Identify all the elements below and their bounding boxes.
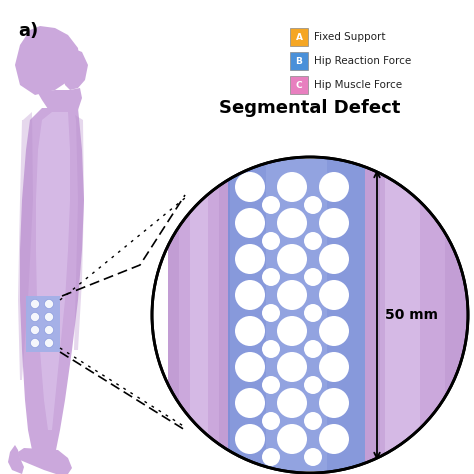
Circle shape: [277, 172, 307, 202]
FancyBboxPatch shape: [168, 159, 179, 471]
Polygon shape: [18, 448, 72, 474]
Text: A: A: [295, 33, 302, 42]
Circle shape: [30, 326, 39, 335]
Polygon shape: [20, 108, 84, 455]
Circle shape: [235, 424, 265, 454]
Bar: [365, 159, 385, 471]
Circle shape: [277, 208, 307, 238]
FancyBboxPatch shape: [168, 159, 230, 471]
Circle shape: [304, 448, 322, 466]
Circle shape: [262, 196, 280, 214]
Bar: [290, 76, 308, 94]
Bar: [445, 159, 470, 471]
Circle shape: [45, 326, 54, 335]
Circle shape: [235, 388, 265, 418]
Text: 50 mm: 50 mm: [385, 308, 438, 322]
Circle shape: [45, 338, 54, 347]
Circle shape: [304, 196, 322, 214]
FancyBboxPatch shape: [191, 159, 208, 471]
Polygon shape: [35, 88, 82, 118]
Circle shape: [277, 316, 307, 346]
Circle shape: [319, 388, 349, 418]
Text: C: C: [296, 81, 302, 90]
Text: Hip Muscle Force: Hip Muscle Force: [314, 80, 402, 90]
Circle shape: [262, 448, 280, 466]
Circle shape: [304, 376, 322, 394]
Circle shape: [277, 244, 307, 274]
Polygon shape: [18, 112, 33, 380]
Circle shape: [235, 172, 265, 202]
Circle shape: [30, 312, 39, 321]
Circle shape: [30, 300, 39, 309]
Circle shape: [235, 244, 265, 274]
Circle shape: [319, 424, 349, 454]
Circle shape: [262, 304, 280, 322]
Circle shape: [30, 338, 39, 347]
FancyBboxPatch shape: [219, 159, 230, 471]
Bar: [365, 159, 470, 471]
Circle shape: [235, 280, 265, 310]
Polygon shape: [36, 112, 70, 430]
Bar: [290, 52, 308, 70]
Bar: [26, 296, 60, 352]
Polygon shape: [8, 445, 24, 474]
Circle shape: [235, 352, 265, 382]
Text: a): a): [18, 22, 38, 40]
Circle shape: [319, 208, 349, 238]
Circle shape: [277, 424, 307, 454]
Circle shape: [235, 208, 265, 238]
Circle shape: [319, 280, 349, 310]
Bar: [380, 159, 420, 471]
Text: Segmental Defect: Segmental Defect: [219, 99, 401, 117]
Circle shape: [235, 316, 265, 346]
Circle shape: [319, 352, 349, 382]
Circle shape: [304, 412, 322, 430]
Circle shape: [304, 232, 322, 250]
Circle shape: [262, 340, 280, 358]
Circle shape: [319, 316, 349, 346]
Circle shape: [152, 157, 468, 473]
Circle shape: [319, 244, 349, 274]
Text: Fixed Support: Fixed Support: [314, 32, 385, 42]
Bar: [228, 159, 365, 471]
Circle shape: [262, 232, 280, 250]
Circle shape: [262, 412, 280, 430]
Circle shape: [277, 280, 307, 310]
Circle shape: [304, 340, 322, 358]
Circle shape: [45, 312, 54, 321]
Text: B: B: [296, 56, 302, 65]
Circle shape: [304, 304, 322, 322]
Bar: [290, 28, 308, 46]
Circle shape: [277, 388, 307, 418]
Polygon shape: [15, 26, 80, 95]
Circle shape: [262, 376, 280, 394]
Bar: [265, 159, 328, 471]
Circle shape: [262, 268, 280, 286]
Polygon shape: [74, 115, 84, 350]
Text: Hip Reaction Force: Hip Reaction Force: [314, 56, 411, 66]
Circle shape: [277, 352, 307, 382]
Circle shape: [304, 268, 322, 286]
Circle shape: [45, 300, 54, 309]
Polygon shape: [62, 48, 88, 90]
Circle shape: [319, 172, 349, 202]
